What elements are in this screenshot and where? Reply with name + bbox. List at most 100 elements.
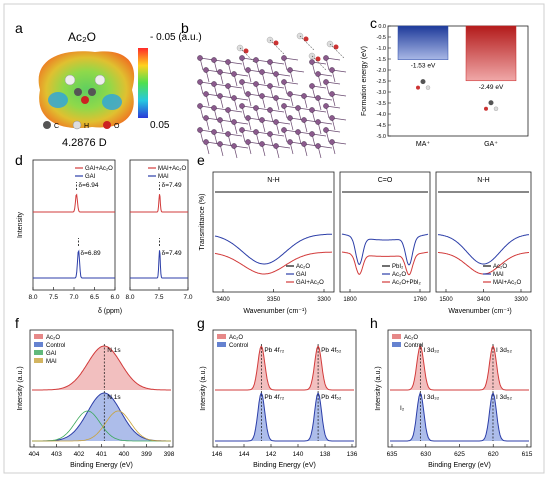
legend-label: MAI+Ac₂O [493,280,522,286]
legend-label: Ac₂O [392,272,406,278]
ftir-trace [214,233,332,265]
peak-label: I 3d₃₂ [423,347,439,354]
fit-component [32,410,171,442]
atom-o [81,96,89,104]
x-axis-label: Wavenumber (cm⁻¹) [243,308,306,315]
legend-label: Ac₂O [404,335,418,341]
crystal-structure [197,32,347,159]
lattice-atom [203,67,209,73]
lattice-atom [239,127,245,133]
lattice-atom [315,119,321,125]
molecule-atom [315,56,321,62]
xps-trace [215,344,354,391]
xps-trace [390,344,529,391]
nmr-chart: Intensity 8.0 7.5 7.0 6.5 6.0 δ=6.94 δ=6.89 GAI+… [17,159,193,315]
lattice-atom [281,103,287,109]
peak-label: Pb 4f₇₂ [264,347,284,354]
xps-trace-fill [215,393,354,441]
xps-i3d-chart: 635 630 625 620 615 Binding Energy (eV) Intens… [375,329,533,469]
molecule-atom [333,44,339,50]
lattice-atom [273,71,279,77]
xps-trace [390,391,529,442]
legend-label: Ac₂O [296,264,310,270]
lattice-atom [217,117,223,123]
y-tick-label: -2.5 [377,79,386,85]
esp-region [48,92,68,108]
lattice-atom [253,57,259,63]
nmr-trace [33,249,115,279]
legend-label: MAI [46,359,57,365]
lattice-atom [329,139,335,145]
legend-label: MAI+Ac₂O [158,166,187,172]
legend-label: Ac₂O [229,335,243,341]
lattice-atom [295,105,301,111]
lattice-atom [259,93,265,99]
ftir-trace [341,233,429,266]
xps-trace-fill [215,346,354,390]
molecule-label: Ac₂O [68,30,96,44]
hbond-line [311,55,327,71]
x-axis-label: Wavenumber (cm⁻¹) [448,308,511,315]
ftir-chart: Transmittance (%) 3400 3350 3300 N-H Ac₂O GAI G… [199,171,532,315]
lattice-atom [287,67,293,73]
legend-label: GAI+Ac₂O [296,280,324,286]
bar-ga [465,25,517,82]
color-scale-bar [138,48,148,118]
x-tick-label: 8.0 [28,294,37,301]
x-axis-label: δ (ppm) [98,308,122,315]
y-axis-label: Formation energy (eV) [361,46,368,116]
peak-label: δ=7.49 [162,182,182,189]
lattice-atom [281,79,287,85]
nmr-trace [130,194,188,213]
y-axis-label: Intensity (a.u.) [17,366,24,410]
atom-c [88,88,96,96]
lattice-atom [301,141,307,147]
lattice-atom [217,93,223,99]
lattice-atom [315,71,321,77]
x-tick-label: 400 [119,451,130,458]
lattice-atom [273,143,279,149]
category-label: MA⁺ [416,141,431,148]
molecule-atom [243,48,249,54]
peak-label: N 1s [107,394,121,401]
legend-swatch [217,334,226,339]
lattice-atom [197,127,203,133]
panel-letter-b: b [181,20,189,36]
x-tick-label: 398 [164,451,175,458]
lattice-atom [253,129,259,135]
lattice-atom [197,55,203,61]
lattice-atom [287,139,293,145]
molecule-atom [493,106,499,111]
x-tick-label: 3300 [514,297,528,303]
lattice-atom [309,131,315,137]
xps-trace [32,345,171,391]
x-tick-label: 3300 [317,297,331,303]
x-tick-label: 3400 [216,297,230,303]
legend-label: Ac₂O+PbI₂ [392,280,422,286]
lattice-atom [273,95,279,101]
lattice-atom [259,141,265,147]
peak-label: I 3d₅₂ [496,347,512,354]
lattice-atom [245,91,251,97]
lattice-atom [203,91,209,97]
scale-max-label: - 0.05 (a.u.) [150,32,202,43]
ftir-trace [437,234,530,265]
y-axis-label: Transmittance (%) [199,194,206,251]
lattice-atom [231,95,237,101]
x-tick-label: 7.5 [49,294,58,301]
y-tick-label: -0.5 [377,35,386,41]
lattice-atom [231,143,237,149]
molecule-atom [273,40,279,46]
lattice-atom [329,91,335,97]
peak-label: δ=7.49 [162,250,182,257]
x-tick-label: 635 [387,451,398,458]
x-tick-label: 630 [420,451,431,458]
xps-trace [215,391,354,442]
lattice-atom [259,117,265,123]
x-tick-label: 136 [347,451,358,458]
lattice-atom [203,139,209,145]
x-tick-label: 404 [29,451,40,458]
ftir-frame [339,171,431,293]
lattice-atom [245,115,251,121]
